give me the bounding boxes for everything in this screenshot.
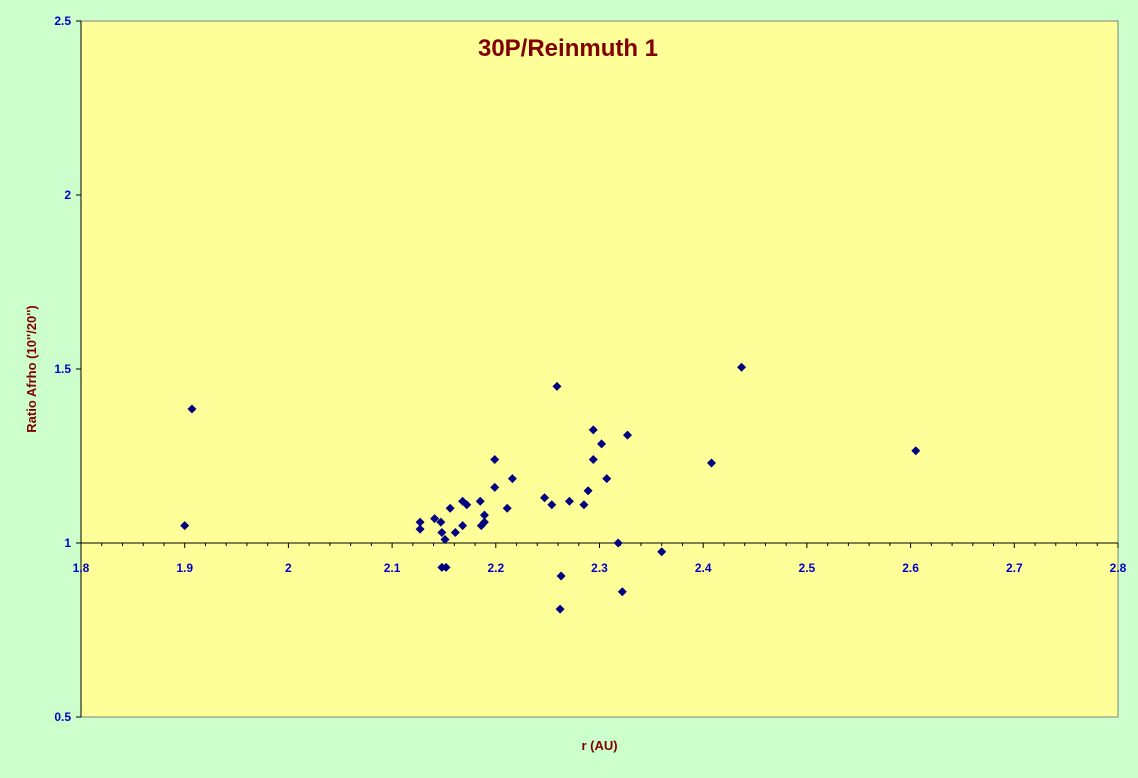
x-tick-label: 2 [285, 561, 292, 575]
y-axis: 0.5 1 1.5 2 2.5 [54, 14, 82, 724]
y-tick-label: 2.5 [54, 14, 71, 28]
data-point-marker [552, 381, 562, 391]
x-tick-label: 2.6 [902, 561, 919, 575]
x-axis-title: r (AU) [581, 738, 617, 753]
data-point-marker [911, 446, 921, 456]
y-tick-label: 0.5 [54, 710, 71, 724]
data-point-marker [440, 535, 450, 545]
data-point-marker [579, 500, 589, 510]
data-point-marker [180, 521, 190, 531]
data-point-marker [583, 486, 593, 496]
data-point-marker [622, 430, 632, 440]
data-point-marker [602, 474, 612, 484]
x-tick-label: 2.3 [591, 561, 608, 575]
data-point-marker [502, 503, 512, 513]
data-point-marker [415, 517, 425, 527]
data-point-marker [490, 454, 500, 464]
x-tick-label: 2.5 [799, 561, 816, 575]
x-tick-label: 2.2 [487, 561, 504, 575]
data-point-marker [462, 500, 472, 510]
data-point-marker [187, 404, 197, 414]
data-point-marker [706, 458, 716, 468]
y-tick-label: 2 [64, 188, 71, 202]
data-point-marker [737, 362, 747, 372]
x-tick-label: 2.8 [1110, 561, 1127, 575]
y-tick-label: 1.5 [54, 362, 71, 376]
data-point-marker [490, 482, 500, 492]
data-point-marker [613, 538, 623, 548]
data-point-marker [479, 517, 489, 527]
y-axis-title: Ratio Afrho (10''/20'') [24, 305, 39, 432]
data-point-marker [556, 571, 566, 581]
data-point-marker [617, 587, 627, 597]
data-point-marker [555, 604, 565, 614]
x-tick-label: 1.9 [176, 561, 193, 575]
data-points [180, 362, 921, 614]
data-point-marker [564, 496, 574, 506]
data-point-marker [475, 496, 485, 506]
data-point-marker [450, 528, 460, 538]
data-point-marker [597, 439, 607, 449]
x-axis: 1.8 1.9 2 2.1 2.2 2.3 2.4 2.5 2.6 2.7 2.8 [73, 542, 1127, 575]
data-point-marker [430, 514, 440, 524]
chart-title: 30P/Reinmuth 1 [478, 35, 658, 62]
x-tick-label: 2.7 [1006, 561, 1023, 575]
data-point-marker [479, 510, 489, 520]
data-point-marker [657, 547, 667, 557]
data-point-marker [458, 521, 468, 531]
y-tick-label: 1 [64, 536, 71, 550]
x-tick-label: 2.1 [384, 561, 401, 575]
data-point-marker [588, 454, 598, 464]
data-point-marker [441, 562, 451, 572]
x-tick-label: 1.8 [73, 561, 90, 575]
data-point-marker [588, 425, 598, 435]
data-point-marker [445, 503, 455, 513]
data-point-marker [437, 528, 447, 538]
data-point-marker [547, 500, 557, 510]
x-tick-label: 2.4 [695, 561, 712, 575]
data-point-marker [436, 517, 446, 527]
data-point-marker [540, 493, 550, 503]
data-point-marker [415, 524, 425, 534]
plot-area [80, 20, 1119, 718]
data-point-marker [507, 474, 517, 484]
